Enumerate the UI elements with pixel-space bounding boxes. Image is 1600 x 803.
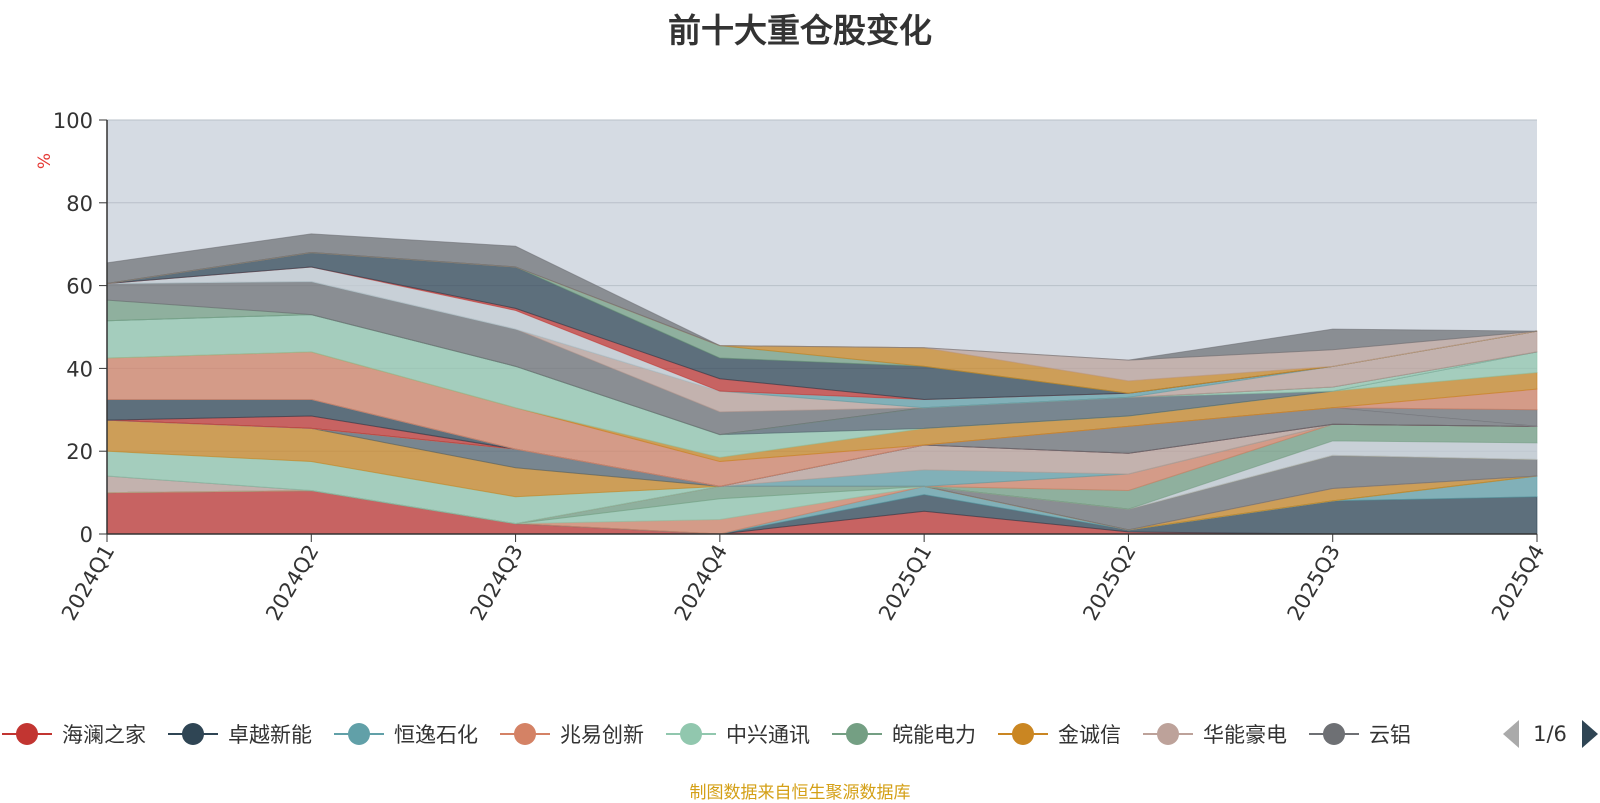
legend-page-indicator: 1/6 xyxy=(1533,722,1567,746)
legend-marker-icon xyxy=(680,723,702,745)
legend-marker-icon xyxy=(1012,723,1034,745)
y-tick-labels: 0 20 40 60 80 100 xyxy=(53,109,93,547)
legend-marker-icon xyxy=(846,723,868,745)
x-tick-label: 2024Q1 xyxy=(57,541,119,625)
y-tick-label: 80 xyxy=(66,192,93,216)
axes xyxy=(99,119,1538,542)
legend-label: 华能豪电 xyxy=(1203,723,1287,747)
legend-label: 海澜之家 xyxy=(62,723,146,747)
source-note: 制图数据来自恒生聚源数据库 xyxy=(689,783,911,803)
legend-marker-icon xyxy=(1323,723,1345,745)
legend-label: 金诚信 xyxy=(1058,723,1121,747)
y-tick-label: 40 xyxy=(66,357,93,381)
x-tick-label: 2025Q3 xyxy=(1283,541,1345,625)
legend-marker-icon xyxy=(348,723,370,745)
legend: 海澜之家 卓越新能 恒逸石化 兆易创新 中兴通讯 皖能电力 金诚信 华能豪电 云铝 xyxy=(2,723,1411,747)
legend-marker-icon xyxy=(182,723,204,745)
legend-items: 海澜之家 卓越新能 恒逸石化 兆易创新 中兴通讯 皖能电力 金诚信 华能豪电 云铝 xyxy=(2,723,1411,747)
legend-item[interactable]: 海澜之家 xyxy=(2,723,146,747)
x-tick-label: 2025Q4 xyxy=(1487,541,1549,625)
series-areas xyxy=(106,233,1538,535)
legend-label: 中兴通讯 xyxy=(726,723,810,747)
legend-item[interactable]: 金诚信 xyxy=(998,723,1121,747)
legend-marker-icon xyxy=(1157,723,1179,745)
legend-item[interactable]: 云铝 xyxy=(1309,723,1411,747)
x-tick-label: 2024Q3 xyxy=(465,541,527,625)
legend-item[interactable]: 兆易创新 xyxy=(500,723,644,747)
x-tick-label: 2024Q2 xyxy=(261,541,323,625)
legend-marker-icon xyxy=(16,723,38,745)
legend-prev-arrow-icon[interactable] xyxy=(1503,720,1519,748)
legend-item[interactable]: 华能豪电 xyxy=(1143,723,1287,747)
y-tick-label: 60 xyxy=(66,275,93,299)
x-tick-label: 2025Q2 xyxy=(1078,541,1140,625)
legend-item[interactable]: 恒逸石化 xyxy=(334,723,478,747)
legend-label: 云铝 xyxy=(1369,723,1411,747)
legend-next-arrow-icon[interactable] xyxy=(1582,720,1598,748)
x-tick-label: 2024Q4 xyxy=(670,541,732,625)
series-area xyxy=(106,233,1538,361)
legend-label: 卓越新能 xyxy=(228,723,312,747)
chart-title: 前十大重仓股变化 xyxy=(668,11,932,50)
legend-label: 皖能电力 xyxy=(892,723,976,747)
y-axis-label: % xyxy=(35,153,55,169)
legend-item[interactable]: 卓越新能 xyxy=(168,723,312,747)
legend-label: 恒逸石化 xyxy=(394,723,478,747)
legend-marker-icon xyxy=(514,723,536,745)
legend-item[interactable]: 皖能电力 xyxy=(832,723,976,747)
legend-label: 兆易创新 xyxy=(560,723,644,747)
x-tick-labels: 2024Q1 2024Q2 2024Q3 2024Q4 2025Q1 2025Q2 2025… xyxy=(57,541,1549,625)
legend-pager: 1/6 xyxy=(1503,720,1598,748)
y-tick-label: 20 xyxy=(66,440,93,464)
y-tick-label: 0 xyxy=(80,523,93,547)
legend-item[interactable]: 中兴通讯 xyxy=(666,723,810,747)
x-tick-label: 2025Q1 xyxy=(874,541,936,625)
y-tick-label: 100 xyxy=(53,109,93,133)
